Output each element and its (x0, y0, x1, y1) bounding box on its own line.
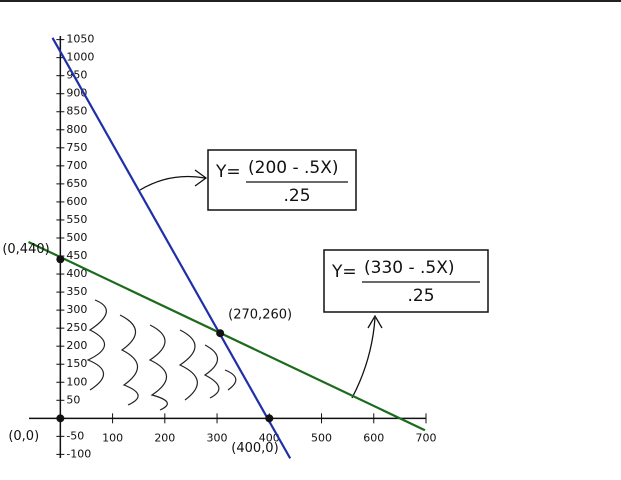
y-tick-label: 400 (66, 267, 87, 280)
vertex-label: (400,0) (231, 441, 278, 456)
y-tick-label: 1050 (66, 33, 94, 46)
equation-denominator: .25 (407, 286, 434, 306)
x-tick-label: 500 (311, 431, 332, 444)
y-tick-label: 700 (66, 159, 87, 172)
equation-lhs: Y= (215, 162, 241, 182)
vertex-point (56, 255, 65, 264)
constraint-line (51, 37, 292, 459)
y-tick-label: -100 (66, 447, 91, 460)
x-tick-label: 600 (363, 431, 384, 444)
constraint-line (28, 240, 426, 432)
y-tick-label: 1000 (66, 51, 94, 64)
vertex-point (56, 414, 65, 423)
x-tick-label: 700 (416, 431, 437, 444)
x-tick-label: 100 (102, 431, 123, 444)
equation-numerator: (330 - .5X) (364, 258, 455, 278)
shading-squiggles (86, 299, 237, 411)
y-tick-label: 200 (66, 339, 87, 352)
y-tick-label: 250 (66, 321, 87, 334)
y-tick-label: 350 (66, 285, 87, 298)
vertex-label: (270,260) (228, 308, 292, 323)
vertex-point (216, 329, 225, 338)
x-tick-label: 300 (207, 431, 228, 444)
y-tick-label: 150 (66, 357, 87, 370)
y-tick-label: 300 (66, 303, 87, 316)
vertex-point (265, 414, 274, 423)
y-tick-label: 800 (66, 123, 87, 136)
y-tick-label: 600 (66, 195, 87, 208)
y-tick-label: 650 (66, 177, 87, 190)
x-tick-label: 200 (154, 431, 175, 444)
equation-box (207, 149, 357, 211)
vertex-label: (0,0) (8, 429, 39, 444)
equation-lhs: Y= (331, 262, 357, 282)
y-tick-label: -50 (66, 429, 84, 442)
vertex-label: (0,440) (2, 242, 49, 257)
y-tick-label: 750 (66, 141, 87, 154)
y-tick-label: 100 (66, 375, 87, 388)
arrows (139, 169, 383, 399)
y-tick-label: 450 (66, 249, 87, 262)
x-tick-label: 400 (259, 431, 280, 444)
y-tick-label: 500 (66, 231, 87, 244)
equation-numerator: (200 - .5X) (248, 158, 339, 178)
equation-box (323, 249, 489, 313)
y-tick-label: 850 (66, 105, 87, 118)
y-tick-label: 550 (66, 213, 87, 226)
y-tick-label: 50 (66, 393, 80, 406)
equation-denominator: .25 (283, 186, 310, 206)
